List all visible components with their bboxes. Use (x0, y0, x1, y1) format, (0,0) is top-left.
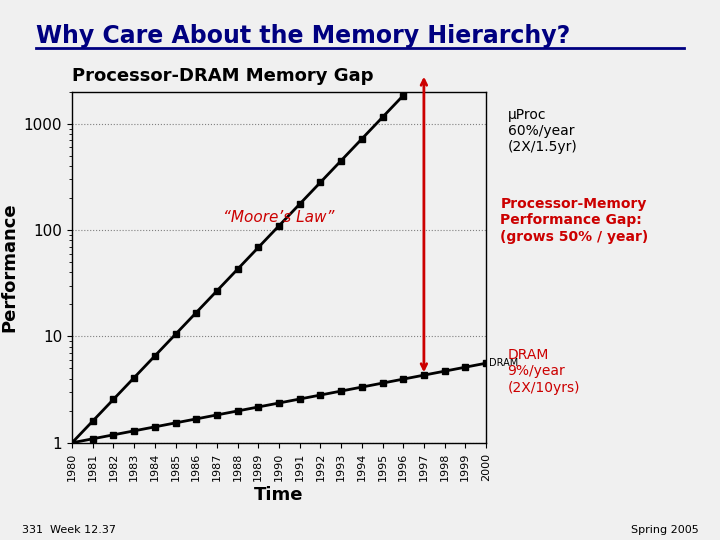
Text: CPU: CPU (0, 539, 1, 540)
Text: “Moore’s Law”: “Moore’s Law” (223, 210, 335, 225)
Y-axis label: Performance: Performance (0, 202, 18, 332)
Text: 331  Week 12.37: 331 Week 12.37 (22, 524, 116, 535)
Text: Why Care About the Memory Hierarchy?: Why Care About the Memory Hierarchy? (36, 24, 570, 48)
Text: μProc
60%/year
(2X/1.5yr): μProc 60%/year (2X/1.5yr) (508, 108, 577, 154)
Text: DRAM: DRAM (489, 358, 518, 368)
X-axis label: Time: Time (254, 487, 304, 504)
Text: Processor-DRAM Memory Gap: Processor-DRAM Memory Gap (72, 66, 374, 85)
Text: Processor-Memory
Performance Gap:
(grows 50% / year): Processor-Memory Performance Gap: (grows… (500, 197, 649, 244)
Text: DRAM
9%/year
(2X/10yrs): DRAM 9%/year (2X/10yrs) (508, 348, 580, 395)
Text: Spring 2005: Spring 2005 (631, 524, 698, 535)
